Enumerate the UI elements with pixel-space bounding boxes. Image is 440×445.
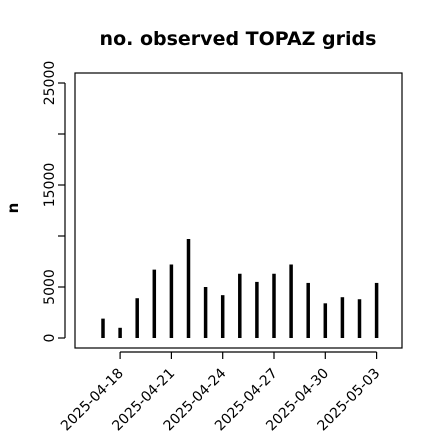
y-axis: 0 5000 15000 25000 (42, 61, 66, 343)
y-tick-label: 15000 (42, 163, 58, 208)
y-tick-label: 0 (42, 334, 58, 343)
chart-title: no. observed TOPAZ grids (100, 28, 377, 50)
y-tick-label: 5000 (42, 269, 58, 305)
y-tick-label: 25000 (42, 61, 58, 106)
plot-frame (74, 72, 403, 349)
bars (101, 239, 379, 338)
x-axis: 2025-04-182025-04-212025-04-242025-04-27… (58, 351, 383, 434)
y-axis-label: n (4, 203, 22, 214)
